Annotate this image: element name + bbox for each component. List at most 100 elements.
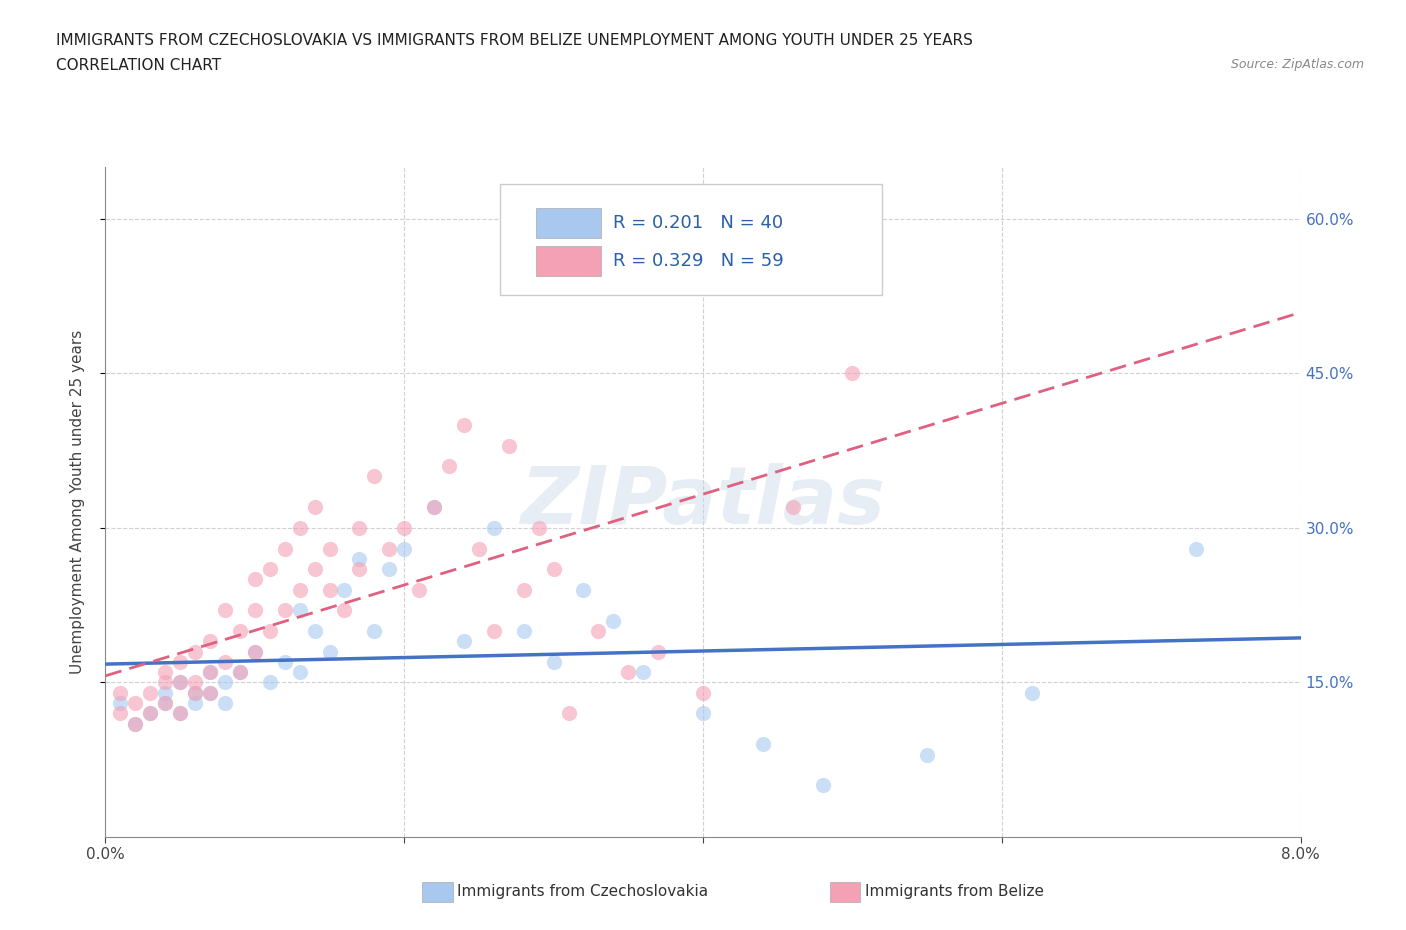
Point: [274, 655, 297, 670]
Point: [617, 665, 640, 680]
Point: [198, 634, 221, 649]
Point: [184, 675, 207, 690]
Point: [1185, 541, 1208, 556]
Point: [572, 582, 595, 597]
Point: [259, 675, 281, 690]
Point: [288, 582, 311, 597]
Point: [155, 696, 177, 711]
Point: [288, 665, 311, 680]
Point: [243, 644, 266, 659]
Bar: [536, 207, 602, 238]
Point: [169, 675, 191, 690]
Text: R = 0.329   N = 59: R = 0.329 N = 59: [613, 252, 785, 270]
Point: [124, 696, 146, 711]
Point: [647, 644, 669, 659]
Point: [1021, 685, 1043, 700]
FancyBboxPatch shape: [501, 184, 883, 295]
Point: [482, 521, 505, 536]
Point: [318, 582, 340, 597]
Point: [453, 418, 475, 432]
Point: [631, 665, 654, 680]
Point: [184, 685, 207, 700]
Point: [349, 521, 371, 536]
Point: [468, 541, 491, 556]
Point: [139, 685, 162, 700]
Text: Immigrants from Czechoslovakia: Immigrants from Czechoslovakia: [457, 884, 709, 899]
Point: [259, 562, 281, 577]
Point: [198, 665, 221, 680]
Point: [915, 747, 938, 762]
Point: [139, 706, 162, 721]
Point: [588, 623, 610, 638]
Point: [782, 500, 804, 515]
Point: [155, 675, 177, 690]
Point: [498, 438, 520, 453]
Point: [288, 603, 311, 618]
Bar: [536, 246, 602, 276]
Point: [304, 562, 326, 577]
Point: [214, 655, 236, 670]
Point: [394, 541, 416, 556]
Point: [318, 541, 340, 556]
Point: [184, 644, 207, 659]
Point: [482, 623, 505, 638]
Point: [169, 706, 191, 721]
Point: [198, 685, 221, 700]
Point: [139, 706, 162, 721]
Point: [349, 562, 371, 577]
Point: [841, 366, 863, 381]
Point: [169, 706, 191, 721]
Point: [304, 623, 326, 638]
Point: [274, 541, 297, 556]
Point: [692, 685, 714, 700]
Point: [110, 706, 132, 721]
Point: [214, 696, 236, 711]
Point: [513, 623, 536, 638]
Point: [184, 685, 207, 700]
Point: [155, 696, 177, 711]
Point: [692, 706, 714, 721]
Point: [363, 623, 385, 638]
Point: [408, 582, 430, 597]
Point: [110, 696, 132, 711]
Text: R = 0.201   N = 40: R = 0.201 N = 40: [613, 214, 783, 232]
Point: [169, 675, 191, 690]
Text: Source: ZipAtlas.com: Source: ZipAtlas.com: [1230, 58, 1364, 71]
Text: Immigrants from Belize: Immigrants from Belize: [865, 884, 1043, 899]
Point: [394, 521, 416, 536]
Point: [378, 562, 401, 577]
Text: IMMIGRANTS FROM CZECHOSLOVAKIA VS IMMIGRANTS FROM BELIZE UNEMPLOYMENT AMONG YOUT: IMMIGRANTS FROM CZECHOSLOVAKIA VS IMMIGR…: [56, 33, 973, 47]
Y-axis label: Unemployment Among Youth under 25 years: Unemployment Among Youth under 25 years: [70, 330, 84, 674]
Point: [378, 541, 401, 556]
Point: [198, 665, 221, 680]
Point: [423, 500, 446, 515]
Point: [602, 613, 624, 628]
Point: [229, 665, 252, 680]
Point: [243, 572, 266, 587]
Point: [229, 623, 252, 638]
Point: [198, 685, 221, 700]
Point: [274, 603, 297, 618]
Point: [721, 263, 744, 278]
Point: [243, 644, 266, 659]
Point: [124, 716, 146, 731]
Point: [349, 551, 371, 566]
Point: [259, 623, 281, 638]
Point: [333, 603, 356, 618]
Point: [333, 582, 356, 597]
Text: CORRELATION CHART: CORRELATION CHART: [56, 58, 221, 73]
Point: [124, 716, 146, 731]
Point: [543, 655, 565, 670]
Point: [214, 675, 236, 690]
Point: [513, 582, 536, 597]
Point: [363, 469, 385, 484]
Point: [304, 500, 326, 515]
Point: [214, 603, 236, 618]
Point: [423, 500, 446, 515]
Point: [243, 603, 266, 618]
Point: [557, 706, 579, 721]
Point: [155, 665, 177, 680]
Text: ZIPatlas: ZIPatlas: [520, 463, 886, 541]
Point: [229, 665, 252, 680]
Point: [318, 644, 340, 659]
